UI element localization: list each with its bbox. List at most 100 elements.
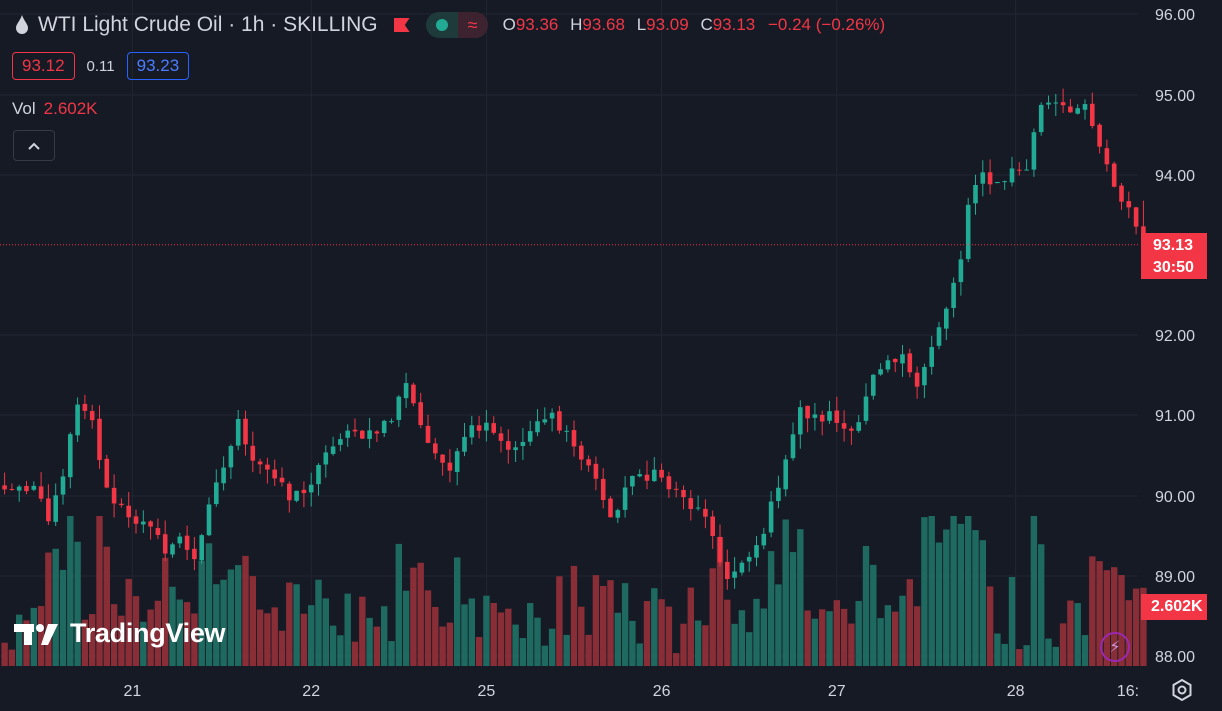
candle-body: [506, 441, 511, 450]
candle-body: [900, 354, 905, 364]
volume-bar: [1089, 556, 1096, 666]
symbol-title[interactable]: WTI Light Crude Oil · 1h · SKILLING: [38, 13, 378, 36]
candle-body: [965, 204, 971, 259]
volume-bar: [614, 612, 621, 666]
last-price-tag: 93.13 30:50: [1141, 233, 1207, 279]
volume-bar: [643, 601, 651, 666]
candle-body: [235, 419, 241, 446]
volume-bar: [271, 607, 278, 666]
volume-bar: [446, 622, 454, 666]
candle-body: [725, 561, 730, 580]
volume-bar: [782, 519, 789, 666]
candle-body: [922, 367, 927, 386]
volume-bar: [96, 516, 103, 666]
volume-bar: [322, 598, 329, 666]
y-tick-label: 89.00: [1155, 569, 1195, 586]
volume-bar: [819, 609, 826, 666]
volume-bar: [709, 568, 716, 666]
volume-bar: [110, 604, 118, 666]
volume-bar: [344, 593, 351, 666]
candle-body: [761, 533, 767, 546]
candle-body: [717, 536, 723, 563]
candle-body: [666, 476, 672, 490]
x-tick-label: 26: [653, 683, 671, 700]
candle-body: [863, 396, 869, 421]
volume-bar: [468, 598, 475, 666]
volume-bar: [402, 590, 410, 666]
candle-body: [221, 467, 226, 484]
volume-bar: [373, 626, 381, 666]
candle-body: [89, 411, 95, 421]
candle-body: [856, 422, 861, 431]
volume-bar: [892, 611, 899, 666]
candle-body: [1119, 185, 1124, 202]
flag-icon[interactable]: [393, 18, 410, 32]
volume-bar: [52, 548, 59, 666]
candle-body: [82, 403, 88, 411]
legend-header: WTI Light Crude Oil · 1h · SKILLING ≈ O9…: [14, 12, 885, 38]
volume-bar: [381, 606, 388, 666]
candle-body: [746, 556, 752, 562]
candle-body: [871, 374, 876, 396]
volume-bar: [235, 565, 242, 666]
candle-body: [1133, 207, 1139, 227]
candle-body: [812, 414, 818, 418]
volume-bar: [789, 552, 797, 666]
volume-bar: [607, 580, 614, 666]
volume-bar: [1103, 570, 1111, 666]
candle-body: [411, 384, 416, 404]
last-volume-tag: 2.602K: [1141, 594, 1207, 620]
candle-body: [345, 430, 350, 438]
volume-bar: [680, 623, 687, 666]
tradingview-logo[interactable]: TradingView: [14, 618, 226, 649]
wave-icon: ≈: [457, 12, 488, 38]
candle-body: [484, 422, 489, 431]
candle-body: [24, 485, 29, 492]
candle-body: [111, 487, 117, 504]
volume-bar: [760, 608, 767, 666]
candle-body: [199, 535, 204, 561]
buy-price-button[interactable]: 93.23: [126, 52, 190, 80]
candle-body: [491, 423, 496, 433]
volume-bar: [67, 516, 74, 666]
candle-body: [170, 544, 175, 555]
market-status-pill[interactable]: ≈: [425, 12, 488, 38]
volume-bar: [585, 634, 592, 666]
candle-body: [885, 360, 891, 370]
volume-bar: [227, 569, 235, 666]
lightning-icon[interactable]: ⚡: [1100, 632, 1130, 662]
volume-bar: [1067, 600, 1074, 666]
candle-body: [542, 419, 548, 423]
candle-body: [615, 510, 621, 518]
volume-bar: [767, 551, 775, 666]
volume-bar: [454, 557, 461, 666]
open-key: O: [502, 15, 516, 34]
volume-bar: [877, 618, 884, 666]
candle-body: [440, 454, 445, 463]
volume-bar: [1008, 576, 1016, 666]
volume-bar: [840, 608, 848, 666]
collapse-legend-button[interactable]: [13, 130, 55, 161]
volume-bar: [16, 614, 23, 666]
candle-body: [97, 418, 102, 461]
gear-icon[interactable]: [1170, 678, 1194, 702]
y-tick-label: 92.00: [1155, 328, 1195, 345]
volume-bar: [833, 600, 840, 666]
volume-bar: [1111, 567, 1118, 666]
volume-bar: [600, 586, 607, 666]
candle-body: [637, 474, 642, 477]
sell-price-button[interactable]: 93.12: [12, 52, 75, 80]
volume-legend: Vol 2.602K: [12, 99, 98, 119]
candle-body: [579, 445, 584, 460]
candle-body: [776, 487, 781, 501]
candle-body: [732, 571, 737, 578]
candle-body: [1082, 104, 1088, 110]
x-tick-label: 28: [1007, 683, 1025, 700]
candle-body: [710, 516, 715, 537]
candle-body: [294, 490, 299, 501]
volume-bar: [1001, 643, 1008, 666]
volume-bar: [665, 606, 673, 666]
volume-bar: [278, 630, 286, 666]
